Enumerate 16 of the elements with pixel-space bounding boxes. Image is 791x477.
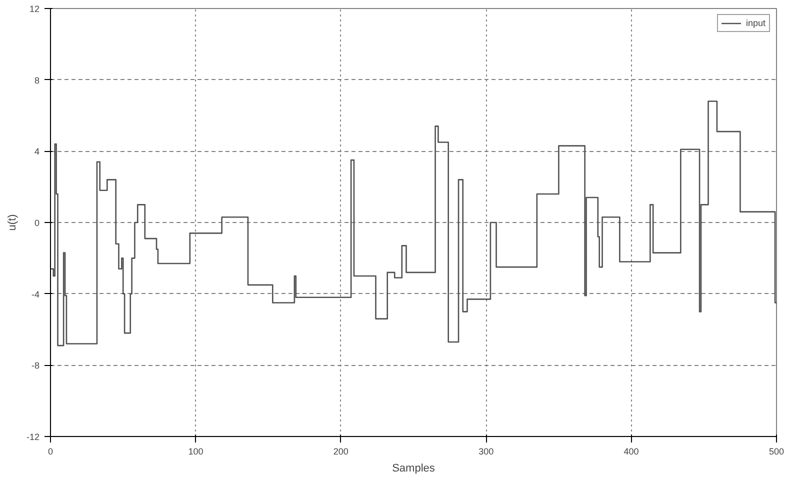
- x-tick-label: 300: [478, 446, 494, 456]
- y-axis-title: u(t): [6, 214, 18, 231]
- y-tick-label: -8: [32, 360, 40, 371]
- x-tick-label: 100: [188, 446, 204, 456]
- y-tick-label: -4: [32, 289, 40, 300]
- x-tick-label: 500: [768, 446, 784, 456]
- y-tick-label: 12: [29, 4, 40, 14]
- x-tick-label: 200: [333, 446, 348, 456]
- legend-label: input: [746, 18, 766, 28]
- y-tick-label: 8: [34, 75, 40, 86]
- y-tick-label: 0: [34, 218, 40, 228]
- y-tick-label: -12: [26, 432, 40, 442]
- y-tick-label: 4: [34, 146, 40, 157]
- x-axis-title: Samples: [392, 462, 436, 474]
- x-tick-label: 400: [624, 446, 639, 456]
- x-tick-label: 0: [48, 446, 54, 456]
